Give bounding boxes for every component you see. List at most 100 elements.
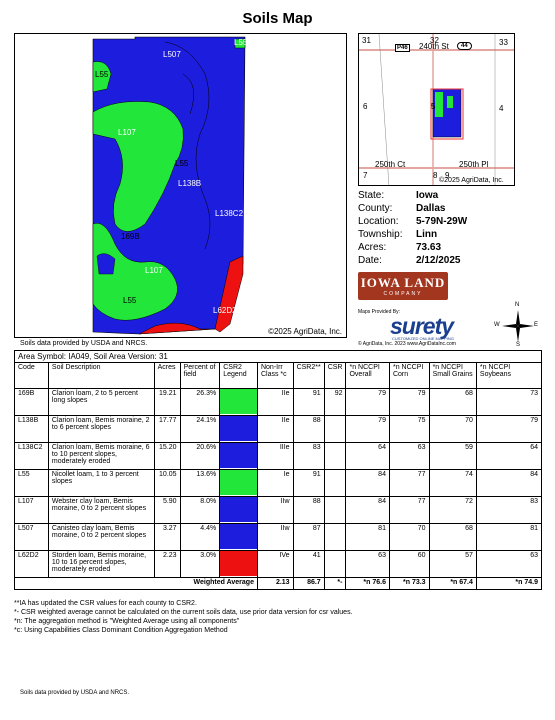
footnote: *c: Using Capabilities Class Dominant Co… [14, 627, 228, 634]
page-footer: Soils data provided by USDA and NRCS. [20, 690, 130, 696]
nccpi-small-grains: 57 [428, 550, 477, 578]
soils-map-drawing [92, 36, 246, 335]
soil-percent: 4.4% [179, 523, 221, 551]
nccpi-corn: 77 [388, 496, 430, 524]
soil-description: Canisteo clay loam, Bemis moraine, 0 to … [47, 523, 155, 551]
map-label: L138C2 [215, 209, 244, 218]
info-key: Township: [358, 229, 403, 240]
soil-csr2: 88 [292, 496, 325, 524]
map-label: L55 [234, 38, 248, 47]
soil-percent: 24.1% [179, 415, 221, 443]
road-label: 250th Ct [375, 160, 406, 169]
weighted-average-row: Weighted Average 2.13 86.7 *- *n 76.6 *n… [14, 577, 543, 590]
map-label: L107 [118, 128, 136, 137]
soil-class: Ie [256, 469, 294, 497]
surety-logo: surety [390, 313, 454, 339]
soil-csr2: 87 [292, 523, 325, 551]
iowa-land-logo-text: IOWA LAND [360, 275, 446, 290]
locator-map[interactable]: 31 32 33 6 5 4 7 8 9 P46 240th St 44 250… [358, 33, 515, 186]
soil-zone-l107-south [96, 253, 116, 275]
info-value: 2/12/2025 [416, 255, 461, 266]
section-label: 31 [362, 36, 371, 45]
nccpi-small-grains: 68 [428, 523, 477, 551]
nccpi-corn: 70 [388, 523, 430, 551]
csr2-legend-swatch [219, 442, 258, 470]
soil-percent: 26.3% [179, 388, 221, 416]
table-row: L138B Clarion loam, Bemis moraine, 2 to 6… [14, 415, 543, 443]
info-value: Iowa [416, 190, 439, 201]
map-label: 169B [121, 232, 140, 241]
soil-zone-l55-nw [92, 61, 112, 93]
legend-color-swatch [220, 551, 257, 576]
header-cell: Soil Description [47, 362, 155, 389]
compass-rose-icon: N S E W [494, 302, 540, 348]
info-row-location: Location: 5-79N-29W [358, 216, 467, 229]
section-label: 8 [433, 171, 438, 180]
nccpi-soybeans: 84 [475, 469, 543, 497]
soil-percent: 13.6% [179, 469, 221, 497]
table-row: L62D2 Storden loam, Bemis moraine, 10 to … [14, 550, 543, 578]
nccpi-soybeans: 83 [475, 496, 543, 524]
soil-code: L107 [14, 496, 49, 524]
soil-acres: 5.90 [153, 496, 181, 524]
table-header-row: Code Soil Description Acres Percent of f… [14, 362, 543, 389]
table-row: 169B Clarion loam, 2 to 5 percent long sl… [14, 388, 543, 416]
soil-csr2: 41 [292, 550, 325, 578]
soil-zone-l62d2-south [138, 322, 216, 335]
locator-map-drawing [359, 34, 514, 185]
table-row: L55 Nicollet loam, 1 to 3 percent slopes 1… [14, 469, 543, 497]
info-row-acres: Acres: 73.63 [358, 242, 467, 255]
csr2-legend-swatch [219, 388, 258, 416]
soil-acres: 3.27 [153, 523, 181, 551]
map-label: L107 [145, 266, 163, 275]
compass-n: N [515, 302, 520, 308]
soil-csr [323, 496, 347, 524]
nccpi-overall: 79 [345, 388, 390, 416]
page-title: Soils Map [242, 10, 313, 27]
info-value: Dallas [416, 203, 446, 214]
soil-class: IIw [256, 523, 294, 551]
soil-description: Webster clay loam, Bemis moraine, 0 to 2… [47, 496, 155, 524]
header-cell: CSR [323, 362, 347, 389]
info-row-township: Township: Linn [358, 229, 467, 242]
locator-copyright: ©2025 AgriData, Inc. [439, 177, 504, 184]
section-label: 6 [363, 102, 368, 111]
soil-zone-l55-ne [234, 38, 246, 49]
legend-color-swatch [220, 470, 257, 495]
header-cell: Code [14, 362, 49, 389]
legend-color-swatch [220, 416, 257, 441]
header-cell: Acres [153, 362, 181, 389]
compass-w: W [494, 322, 500, 328]
soil-description: Storden loam, Bemis moraine, 10 to 16 pe… [47, 550, 155, 578]
nccpi-soybeans: 81 [475, 523, 543, 551]
nccpi-soybeans: 64 [475, 442, 543, 470]
county-road-shield: P46 [395, 44, 410, 52]
nccpi-soybeans: 73 [475, 388, 543, 416]
info-key: State: [358, 190, 385, 201]
iowa-land-logo-sub: COMPANY [383, 291, 423, 297]
soil-description: Clarion loam, Bemis moraine, 2 to 6 perc… [47, 415, 155, 443]
soil-csr [323, 415, 347, 443]
csr2-legend-swatch [219, 550, 258, 578]
soil-acres: 10.05 [153, 469, 181, 497]
highway-shield: 44 [457, 42, 472, 50]
soil-code: L62D2 [14, 550, 49, 578]
section-label: 32 [430, 36, 439, 45]
header-cell: Non-Irr Class *c [256, 362, 294, 389]
surety-tagline: CUSTOMIZED ONLINE MAPPING [392, 336, 454, 341]
soils-map[interactable]: L55 L507 L55 L107 L55 L138B L138C2 169B … [14, 33, 347, 338]
soil-code: L55 [14, 469, 49, 497]
weighted-class: 2.13 [256, 577, 294, 590]
map-copyright: ©2025 AgriData, Inc. [268, 327, 342, 336]
header-cell: *n NCCPI Corn [388, 362, 430, 389]
header-cell: CSR2** [292, 362, 325, 389]
soil-percent: 20.6% [179, 442, 221, 470]
area-symbol: Area Symbol: IA049, Soil Area Version: 3… [14, 350, 542, 362]
nccpi-overall: 64 [345, 442, 390, 470]
footnotes: **IA has updated the CSR values for each… [14, 599, 353, 635]
soil-description: Clarion loam, 2 to 5 percent long slopes [47, 388, 155, 416]
field-marker-green [447, 96, 453, 108]
info-row-date: Date: 2/12/2025 [358, 255, 467, 268]
footnote: **IA has updated the CSR values for each… [14, 600, 197, 607]
soils-data-table: Code Soil Description Acres Percent of f… [14, 362, 543, 590]
